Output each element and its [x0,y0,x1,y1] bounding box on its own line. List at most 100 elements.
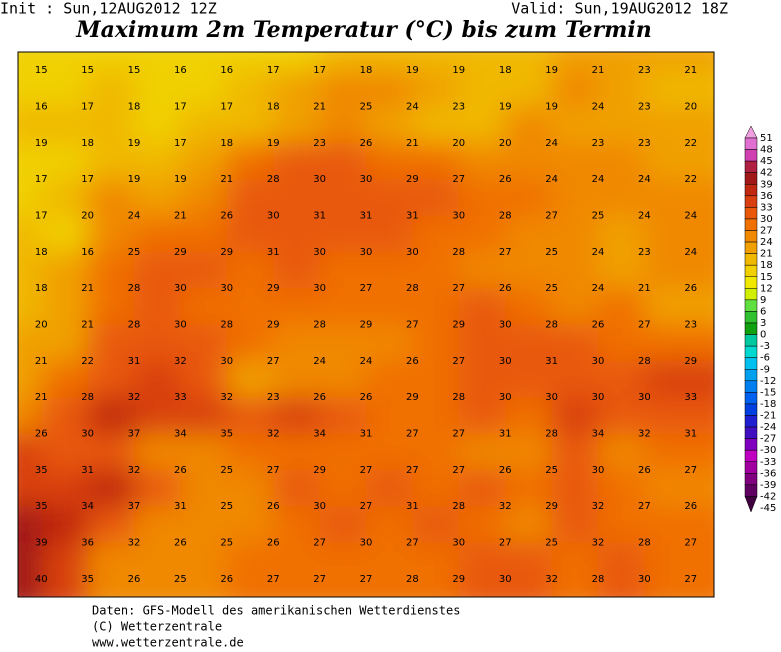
temp-value: 25 [545,538,558,549]
colorbar-box [744,241,758,254]
temp-value: 32 [220,392,233,403]
temp-value: 27 [406,465,419,476]
temp-value: 17 [313,65,326,76]
temp-value: 27 [360,574,373,585]
temp-value: 32 [128,538,141,549]
colorbar-label: -15 [760,387,776,398]
temp-value: 31 [684,429,697,440]
colorbar-box [744,334,758,347]
temp-value: 26 [684,501,697,512]
temp-value: 24 [545,138,558,149]
temp-value: 26 [638,465,651,476]
map-title: Maximum 2m Temperatur (°C) bis zum Termi… [75,17,652,43]
temp-value: 16 [81,247,94,258]
temp-value: 27 [406,320,419,331]
temp-value: 24 [638,174,651,185]
temp-value: 19 [128,138,141,149]
temp-value: 29 [452,320,465,331]
colorbar-label: -33 [760,457,776,468]
colorbar-box [744,253,758,266]
temp-value: 26 [313,392,326,403]
temp-value: 31 [545,356,558,367]
temp-value: 26 [499,174,512,185]
colorbar-box [744,369,758,382]
temp-value: 29 [406,392,419,403]
colorbar-box [744,392,758,405]
temp-value: 17 [267,65,280,76]
colorbar-box [744,195,758,208]
temp-value: 31 [360,429,373,440]
temp-value: 25 [545,247,558,258]
footer-line: Daten: GFS-Modell des amerikanischen Wet… [92,604,460,618]
temp-value: 27 [638,320,651,331]
temp-value: 21 [35,356,48,367]
temp-value: 31 [360,211,373,222]
temp-value: 31 [406,501,419,512]
temp-value: 16 [174,65,187,76]
colorbar-label: -24 [760,422,776,433]
colorbar-label: -18 [760,399,776,410]
colorbar-box [744,357,758,370]
temp-value: 26 [267,501,280,512]
temp-value: 25 [220,538,233,549]
temp-value: 28 [81,392,94,403]
temp-value: 17 [174,138,187,149]
temp-value: 25 [220,465,233,476]
temp-value: 26 [499,465,512,476]
temp-value: 34 [592,429,605,440]
temp-value: 28 [220,320,233,331]
temp-value: 35 [35,465,48,476]
temp-value: 29 [684,356,697,367]
temp-value: 25 [545,465,558,476]
temp-value: 27 [499,247,512,258]
temp-value: 28 [128,283,141,294]
temp-value: 21 [81,283,94,294]
temp-value: 24 [592,283,605,294]
temp-value: 30 [360,538,373,549]
temp-value: 30 [313,247,326,258]
colorbar-cap [744,125,758,139]
temp-value: 26 [406,356,419,367]
footer-line: www.wetterzentrale.de [92,636,244,649]
temp-value: 32 [638,429,651,440]
colorbar-box [744,461,758,474]
temp-value: 29 [545,501,558,512]
temp-value: 19 [128,174,141,185]
temp-value: 27 [360,465,373,476]
temp-value: 33 [684,392,697,403]
colorbar-label: 9 [760,295,766,306]
colorbar-label: -21 [760,411,776,422]
colorbar-label: -45 [760,503,776,514]
temp-value: 17 [174,102,187,113]
colorbar-label: 21 [760,249,773,260]
temp-value: 18 [35,283,48,294]
temp-value: 24 [592,102,605,113]
colorbar-label: 15 [760,272,773,283]
temp-value: 31 [174,501,187,512]
colorbar-box [744,137,758,150]
temp-value: 32 [592,538,605,549]
temp-value: 15 [81,65,94,76]
temp-value: 24 [592,247,605,258]
temp-value: 32 [128,392,141,403]
colorbar-box [744,207,758,220]
temp-value: 30 [313,501,326,512]
temp-value: 35 [220,429,233,440]
temp-value: 30 [499,574,512,585]
colorbar-label: 51 [760,133,773,144]
temp-value: 32 [499,501,512,512]
temp-value: 28 [406,283,419,294]
temp-value: 23 [638,247,651,258]
temp-value: 16 [35,102,48,113]
colorbar-label: -27 [760,434,776,445]
colorbar-label: 45 [760,156,773,167]
temp-value: 21 [35,392,48,403]
temp-value: 30 [267,211,280,222]
temp-value: 23 [592,138,605,149]
temp-value: 30 [81,429,94,440]
colorbar-label: -6 [760,353,770,364]
temp-value: 20 [81,211,94,222]
colorbar-label: -3 [760,341,770,352]
temp-value: 27 [406,429,419,440]
colorbar-box [744,438,758,451]
